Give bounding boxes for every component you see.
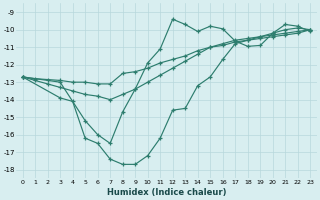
X-axis label: Humidex (Indice chaleur): Humidex (Indice chaleur) bbox=[107, 188, 226, 197]
